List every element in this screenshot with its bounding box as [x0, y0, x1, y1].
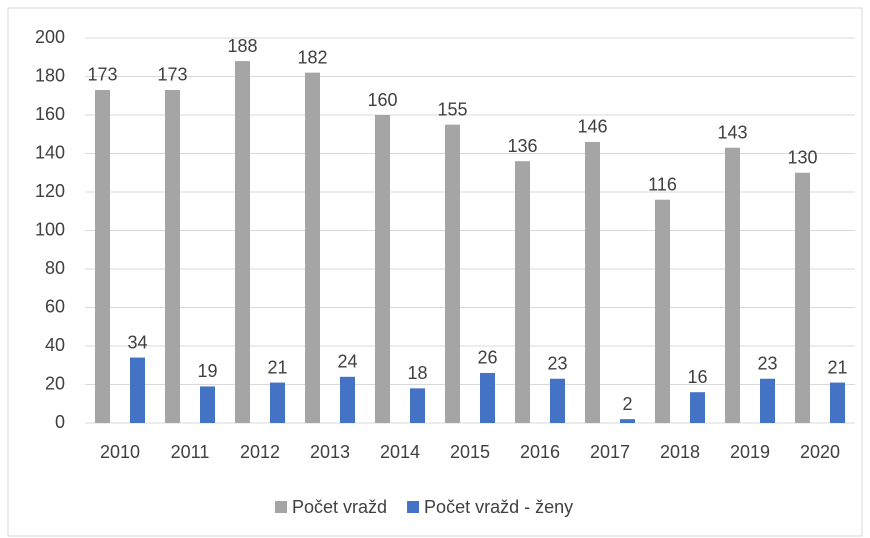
data-label: 21: [827, 357, 847, 377]
data-label: 21: [267, 357, 287, 377]
data-label: 23: [547, 353, 567, 373]
legend-swatch: [275, 501, 287, 513]
data-label: 18: [407, 363, 427, 383]
data-label: 173: [157, 65, 187, 85]
x-tick-label: 2013: [310, 442, 350, 462]
y-tick-label: 200: [35, 27, 65, 47]
y-tick-label: 100: [35, 219, 65, 239]
y-tick-label: 180: [35, 65, 65, 85]
bar: [655, 199, 670, 423]
data-label: 23: [757, 353, 777, 373]
data-label: 24: [337, 352, 357, 372]
x-tick-label: 2010: [100, 442, 140, 462]
x-tick-label: 2014: [380, 442, 420, 462]
y-tick-label: 80: [45, 258, 65, 278]
y-tick-label: 20: [45, 373, 65, 393]
data-label: 182: [297, 47, 327, 67]
legend-swatch: [407, 501, 420, 513]
data-label: 173: [87, 65, 117, 85]
y-tick-label: 160: [35, 104, 65, 124]
y-tick-label: 120: [35, 181, 65, 201]
bar: [95, 89, 110, 423]
data-label: 143: [717, 122, 747, 142]
data-label: 188: [227, 36, 257, 56]
bar: [305, 72, 320, 424]
bar: [165, 89, 180, 423]
data-label: 130: [787, 148, 817, 168]
bar: [200, 386, 215, 423]
data-label: 155: [437, 99, 467, 119]
legend-label: Počet vražd - ženy: [424, 497, 573, 517]
bar: [620, 419, 635, 423]
x-tick-label: 2016: [520, 442, 560, 462]
x-tick-label: 2012: [240, 442, 280, 462]
data-label: 34: [127, 332, 147, 352]
y-tick-label: 0: [55, 412, 65, 432]
y-tick-label: 60: [45, 296, 65, 316]
bar: [235, 61, 250, 423]
x-tick-label: 2018: [660, 442, 700, 462]
x-tick-label: 2019: [730, 442, 770, 462]
data-label: 136: [507, 136, 537, 156]
legend-label: Počet vražd: [292, 497, 387, 517]
data-label: 26: [477, 348, 497, 368]
bar: [340, 376, 355, 423]
bar: [270, 382, 285, 423]
data-label: 146: [577, 117, 607, 137]
x-tick-label: 2011: [171, 442, 210, 462]
data-label: 2: [622, 394, 632, 414]
data-label: 116: [648, 174, 677, 194]
bar: [690, 392, 705, 423]
bar: [515, 161, 530, 423]
bar: [725, 147, 740, 423]
x-tick-label: 2020: [800, 442, 840, 462]
bar: [130, 357, 145, 423]
bar: [480, 372, 495, 423]
bar: [410, 388, 425, 423]
data-label: 16: [687, 367, 707, 387]
bar: [550, 378, 565, 423]
bar: [375, 115, 390, 423]
x-tick-label: 2017: [590, 442, 630, 462]
y-tick-label: 40: [45, 335, 65, 355]
data-label: 160: [367, 90, 397, 110]
bar: [445, 124, 460, 423]
x-tick-label: 2015: [450, 442, 490, 462]
bar: [585, 141, 600, 423]
bar: [760, 378, 775, 423]
chart-border: [7, 7, 863, 537]
y-tick-label: 140: [35, 142, 65, 162]
data-label: 19: [197, 361, 217, 381]
bar: [830, 382, 845, 423]
bar: [795, 172, 810, 423]
